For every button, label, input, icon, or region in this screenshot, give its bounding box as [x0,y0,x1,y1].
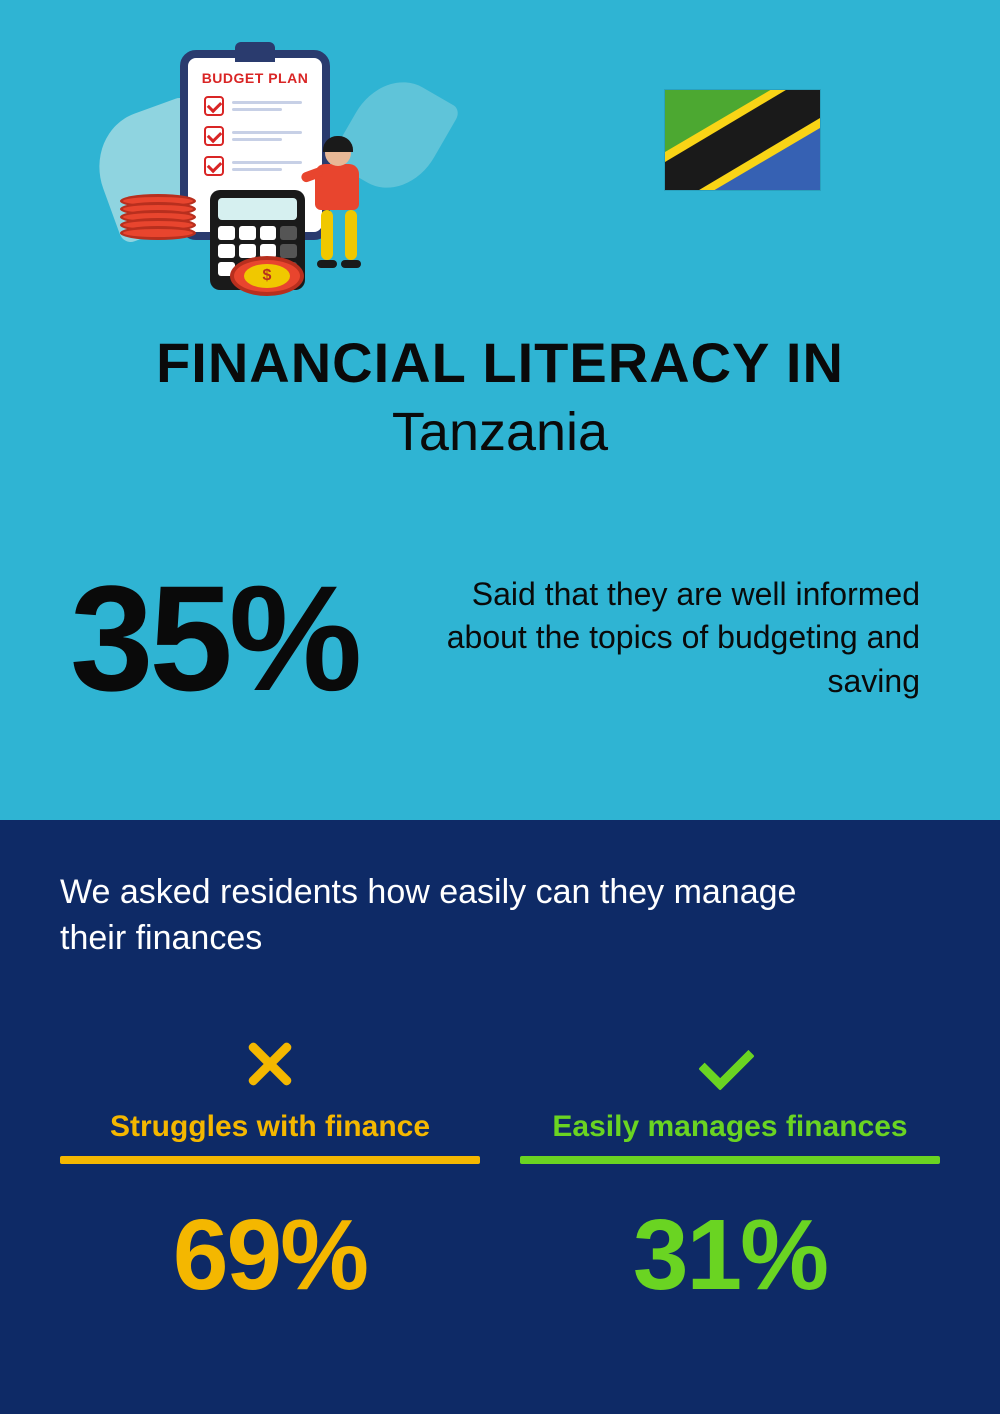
coin-icon: $ [230,256,304,296]
page-title-line1: FINANCIAL LITERACY IN [60,330,940,395]
top-section: BUDGET PLAN [0,0,1000,820]
col-label-manages: Easily manages finances [520,1110,940,1144]
calc-screen [218,198,297,220]
text-lines [232,161,302,171]
survey-col-struggles: Struggles with finance 69% [60,1032,480,1313]
checkbox-icon [204,96,224,116]
bottom-section: We asked residents how easily can they m… [0,820,1000,1414]
col-percent-manages: 31% [520,1198,940,1313]
icon-wrap [60,1032,480,1096]
checklist-row [204,96,322,116]
person-icon [315,140,361,268]
header-row: BUDGET PLAN [60,40,940,300]
checkbox-icon [204,126,224,146]
col-percent-struggles: 69% [60,1198,480,1313]
person-head [325,140,351,166]
budget-illustration: BUDGET PLAN [90,40,430,300]
col-label-struggles: Struggles with finance [60,1110,480,1144]
text-lines [232,131,302,141]
survey-col-manages: Easily manages finances 31% [520,1032,940,1313]
main-stat-text: Said that they are well informed about t… [398,573,930,703]
icon-wrap [520,1032,940,1096]
check-icon [701,1044,759,1084]
clipboard-clip [235,42,275,62]
coin-stack-icon [120,200,196,240]
main-stat-row: 35% Said that they are well informed abo… [60,563,940,713]
clipboard-title: BUDGET PLAN [188,70,322,86]
coin-dollar: $ [244,264,290,288]
page-title-line2: Tanzania [60,401,940,463]
text-lines [232,101,302,111]
checklist-row [204,126,322,146]
survey-question: We asked residents how easily can they m… [60,870,840,962]
checkbox-icon [204,156,224,176]
tanzania-flag-icon [665,90,820,190]
x-icon [245,1039,295,1089]
underline [60,1156,480,1164]
main-stat-percent: 35% [70,563,358,713]
survey-columns: Struggles with finance 69% Easily manage… [60,1032,940,1313]
person-legs [321,210,361,268]
title-block: FINANCIAL LITERACY IN Tanzania [60,330,940,463]
underline [520,1156,940,1164]
